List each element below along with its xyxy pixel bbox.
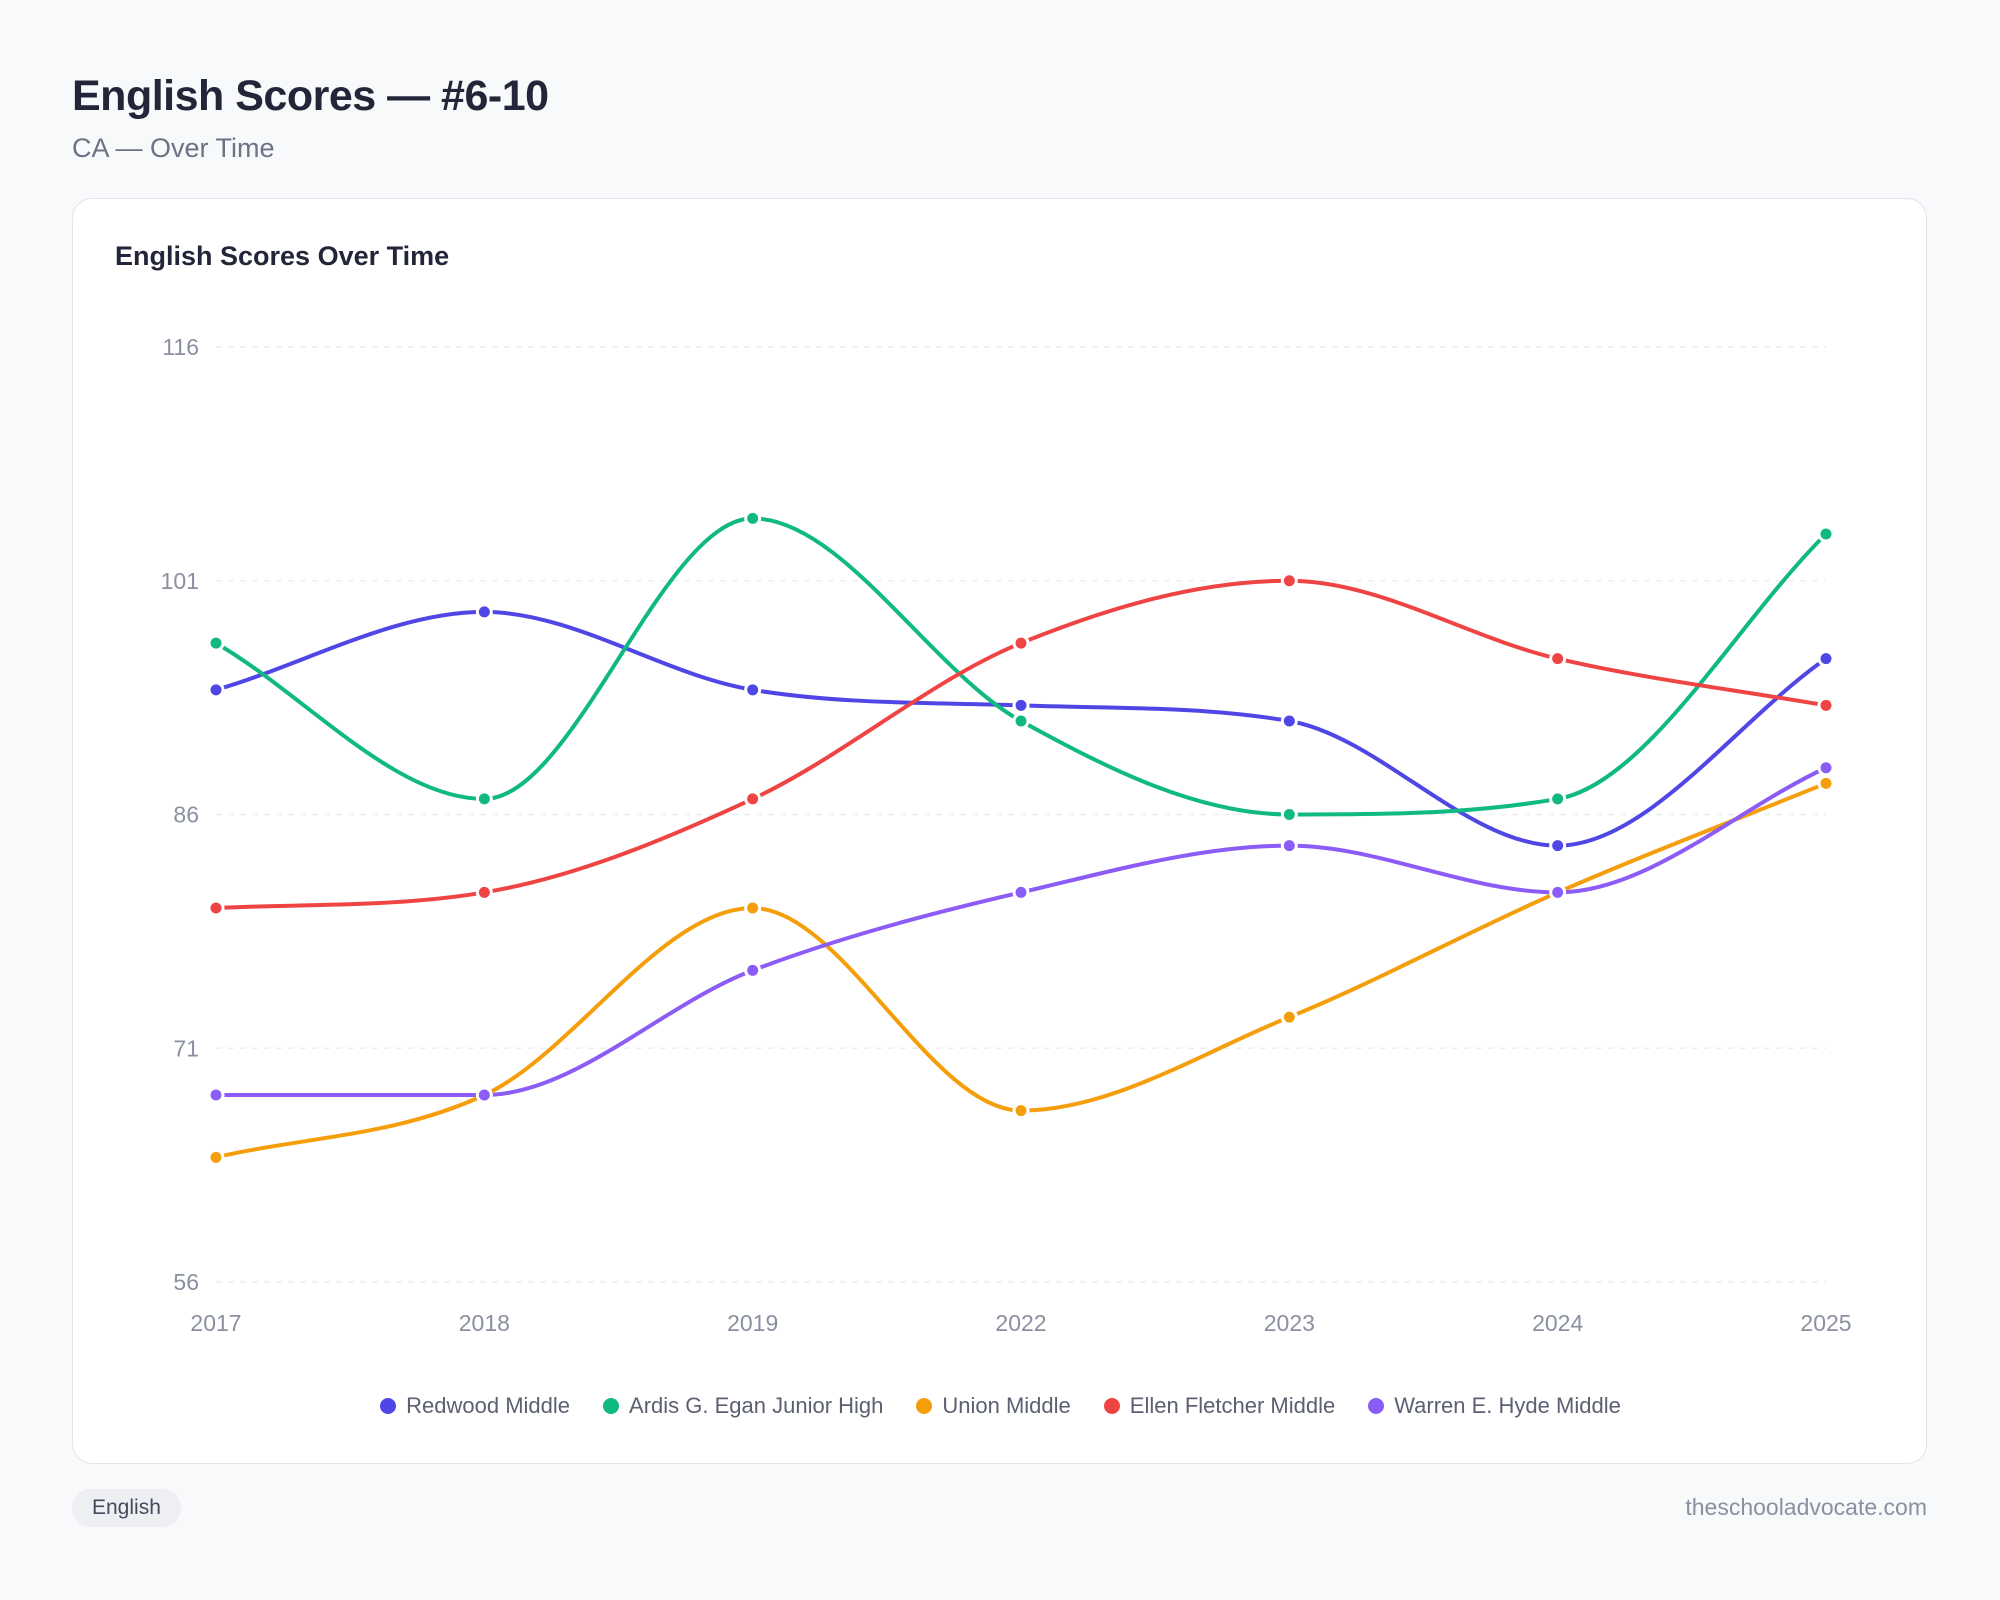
legend-swatch xyxy=(1368,1398,1385,1414)
legend-item-redwood-middle[interactable]: Redwood Middle xyxy=(380,1393,570,1419)
chart-title: English Scores Over Time xyxy=(115,241,450,271)
data-point-ardis-g-egan-junior-high xyxy=(744,509,762,527)
data-point-warren-e-hyde-middle xyxy=(1280,837,1298,855)
y-tick-label: 116 xyxy=(162,334,199,360)
data-point-warren-e-hyde-middle xyxy=(475,1086,493,1104)
legend-label: Warren E. Hyde Middle xyxy=(1394,1393,1621,1418)
y-tick-label: 86 xyxy=(173,802,199,828)
legend-label: Redwood Middle xyxy=(406,1393,571,1418)
data-point-ellen-fletcher-middle xyxy=(1012,634,1030,652)
legend-swatch xyxy=(916,1398,933,1414)
data-point-union-middle xyxy=(207,1148,225,1166)
data-point-warren-e-hyde-middle xyxy=(207,1086,225,1104)
data-point-union-middle xyxy=(1012,1102,1030,1120)
data-point-redwood-middle xyxy=(207,681,225,699)
data-point-ellen-fletcher-middle xyxy=(1280,572,1298,590)
subject-tag: English xyxy=(72,1489,181,1527)
data-point-warren-e-hyde-middle xyxy=(1817,759,1835,777)
data-point-redwood-middle xyxy=(1817,650,1835,668)
data-point-union-middle xyxy=(1817,774,1835,792)
data-point-ardis-g-egan-junior-high xyxy=(1549,790,1567,808)
y-tick-label: 56 xyxy=(173,1269,199,1295)
page-subtitle: CA — Over Time xyxy=(72,133,275,163)
data-point-union-middle xyxy=(1280,1008,1298,1026)
series-line-warren-e-hyde-middle xyxy=(214,765,1828,1097)
x-tick-label: 2024 xyxy=(1532,1310,1583,1336)
data-point-redwood-middle xyxy=(1280,712,1298,730)
data-point-ellen-fletcher-middle xyxy=(744,790,762,808)
data-point-ellen-fletcher-middle xyxy=(1817,696,1835,714)
legend-label: Ellen Fletcher Middle xyxy=(1129,1393,1336,1418)
legend-item-warren-e-hyde-middle[interactable]: Warren E. Hyde Middle xyxy=(1368,1393,1621,1419)
legend-swatch xyxy=(603,1398,620,1414)
data-point-warren-e-hyde-middle xyxy=(744,961,762,979)
data-point-redwood-middle xyxy=(1012,696,1030,714)
data-point-ardis-g-egan-junior-high xyxy=(475,790,493,808)
data-point-warren-e-hyde-middle xyxy=(1012,883,1030,901)
data-point-ellen-fletcher-middle xyxy=(207,899,225,917)
legend-swatch xyxy=(1103,1398,1120,1414)
data-point-ardis-g-egan-junior-high xyxy=(207,634,225,652)
legend-item-ardis-g-egan-junior-high[interactable]: Ardis G. Egan Junior High xyxy=(603,1393,883,1419)
x-tick-label: 2019 xyxy=(727,1310,778,1336)
data-point-ardis-g-egan-junior-high xyxy=(1817,525,1835,543)
legend-item-union-middle[interactable]: Union Middle xyxy=(916,1393,1071,1419)
page-title: English Scores — #6-10 xyxy=(72,72,549,120)
data-point-redwood-middle xyxy=(475,603,493,621)
data-point-warren-e-hyde-middle xyxy=(1549,883,1567,901)
data-point-ardis-g-egan-junior-high xyxy=(1280,806,1298,823)
line-chart: 56 71 86 101 116 2017 2018 2019 2022 2023 2024 2025 xyxy=(161,334,1852,1336)
chart-card: English Scores Over Time 56 71 86 101 116 201… xyxy=(72,198,1927,1464)
legend-swatch xyxy=(380,1398,397,1414)
data-point-redwood-middle xyxy=(744,681,762,699)
x-tick-label: 2022 xyxy=(995,1310,1046,1336)
data-point-ardis-g-egan-junior-high xyxy=(1012,712,1030,730)
series-line-union-middle xyxy=(214,781,1828,1160)
source-credit[interactable]: theschooladvocate.com xyxy=(1685,1494,1927,1520)
data-point-ellen-fletcher-middle xyxy=(475,883,493,901)
y-tick-label: 101 xyxy=(161,568,199,594)
legend-label: Ardis G. Egan Junior High xyxy=(629,1393,884,1418)
x-tick-label: 2017 xyxy=(190,1310,241,1336)
legend-label: Union Middle xyxy=(942,1393,1071,1418)
chart-legend: Redwood Middle Ardis G. Egan Junior High U… xyxy=(73,1393,1928,1419)
data-point-redwood-middle xyxy=(1549,837,1567,855)
x-tick-label: 2025 xyxy=(1800,1310,1851,1336)
data-point-ellen-fletcher-middle xyxy=(1549,650,1567,668)
x-tick-label: 2018 xyxy=(459,1310,510,1336)
y-tick-label: 71 xyxy=(173,1035,199,1061)
data-point-union-middle xyxy=(744,899,762,917)
legend-item-ellen-fletcher-middle[interactable]: Ellen Fletcher Middle xyxy=(1103,1393,1336,1419)
x-tick-label: 2023 xyxy=(1264,1310,1315,1336)
series-line-ellen-fletcher-middle xyxy=(214,578,1828,910)
